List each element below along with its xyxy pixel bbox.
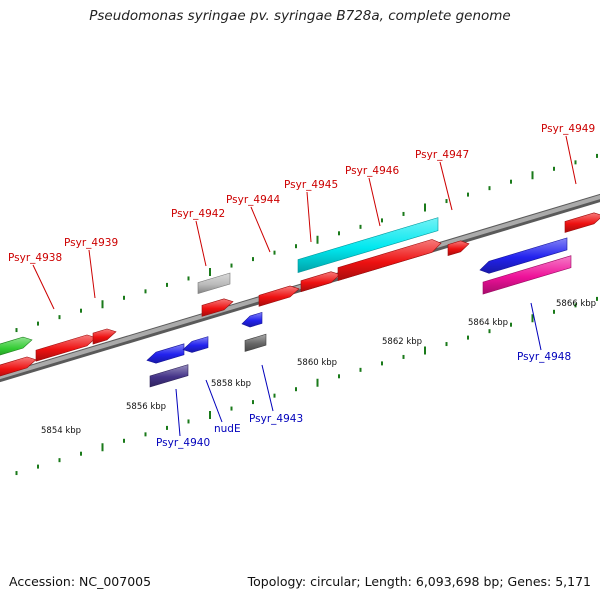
unlabeled-gene-green — [0, 336, 33, 356]
genome-backbone — [0, 194, 600, 380]
leader-line-psyr-4948 — [530, 302, 542, 351]
gene-label-psyr-4945: Psyr_4945 — [284, 179, 338, 191]
gene-label-psyr-4938: Psyr_4938 — [8, 252, 62, 264]
leader-line-psyr-4942 — [195, 220, 207, 267]
backbone-layer — [0, 193, 600, 383]
leader-line-psyr-4943 — [261, 364, 274, 412]
leader-line-psyr-4945 — [306, 191, 312, 243]
scale-label: 5862 kbp — [382, 337, 422, 347]
gene-label-psyr-4944: Psyr_4944 — [226, 194, 280, 206]
gene-nude — [182, 336, 209, 353]
unlabeled-gene-purple — [149, 364, 189, 388]
tick-layer — [15, 153, 598, 476]
gene-label-psyr-4942: Psyr_4942 — [171, 208, 225, 220]
gene-label-psyr-4939: Psyr_4939 — [64, 237, 118, 249]
gene-label-nude: nudE — [214, 423, 241, 435]
gene-psyr-4938 — [35, 334, 97, 362]
gene-psyr-4943 — [241, 311, 263, 328]
leader-line-psyr-4939 — [88, 249, 96, 299]
scale-label-layer: 5854 kbp 5856 kbp 5858 kbp 5860 kbp 5862 kbp… — [41, 299, 596, 436]
unlabeled-gene-red — [0, 356, 37, 377]
scale-label: 5854 kbp — [41, 426, 81, 436]
gene-psyr-4939 — [92, 328, 117, 345]
scale-label: 5864 kbp — [468, 318, 508, 328]
leader-line-psyr-4940 — [175, 388, 181, 437]
leader-line-psyr-4947 — [439, 161, 453, 211]
gene-label-psyr-4940: Psyr_4940 — [156, 437, 210, 449]
gene-psyr-4946 — [337, 239, 442, 282]
unlabeled-gene-grey-light — [197, 272, 231, 295]
gene-label-psyr-4949: Psyr_4949 — [541, 123, 595, 135]
unlabeled-gene-grey-dark — [244, 333, 267, 352]
leader-line-psyr-4949 — [565, 135, 577, 185]
scale-label: 5858 kbp — [211, 379, 251, 389]
topology-text: Topology: circular; Length: 6,093,698 bp… — [247, 574, 591, 589]
scale-label: 5866 kbp — [556, 299, 596, 309]
leader-line-psyr-4944 — [250, 206, 271, 253]
scale-label: 5860 kbp — [297, 358, 337, 368]
map-title: Pseudomonas syringae pv. syringae B728a,… — [89, 8, 511, 24]
leader-line-nude — [205, 379, 223, 423]
scale-label: 5856 kbp — [126, 402, 166, 412]
gene-psyr-4942 — [201, 298, 234, 317]
accession-text: Accession: NC_007005 — [9, 574, 152, 589]
gene-label-psyr-4946: Psyr_4946 — [345, 165, 399, 177]
gene-psyr-4940-a — [146, 343, 185, 364]
feature-layer — [0, 212, 600, 388]
gene-label-psyr-4947: Psyr_4947 — [415, 149, 469, 161]
gene-psyr-4948 — [482, 255, 572, 295]
leader-line-psyr-4946 — [368, 177, 381, 227]
gene-psyr-4948-a — [479, 237, 568, 274]
leader-line-psyr-4938 — [32, 264, 55, 310]
gene-label-psyr-4943: Psyr_4943 — [249, 413, 303, 425]
gene-psyr-4949 — [564, 212, 600, 233]
gene-label-psyr-4948: Psyr_4948 — [517, 351, 571, 363]
gene-psyr-4947 — [447, 240, 470, 257]
gene-psyr-4945 — [297, 217, 439, 274]
gene-psyr-4945-b — [300, 271, 341, 293]
gene-psyr-4944 — [258, 285, 300, 307]
